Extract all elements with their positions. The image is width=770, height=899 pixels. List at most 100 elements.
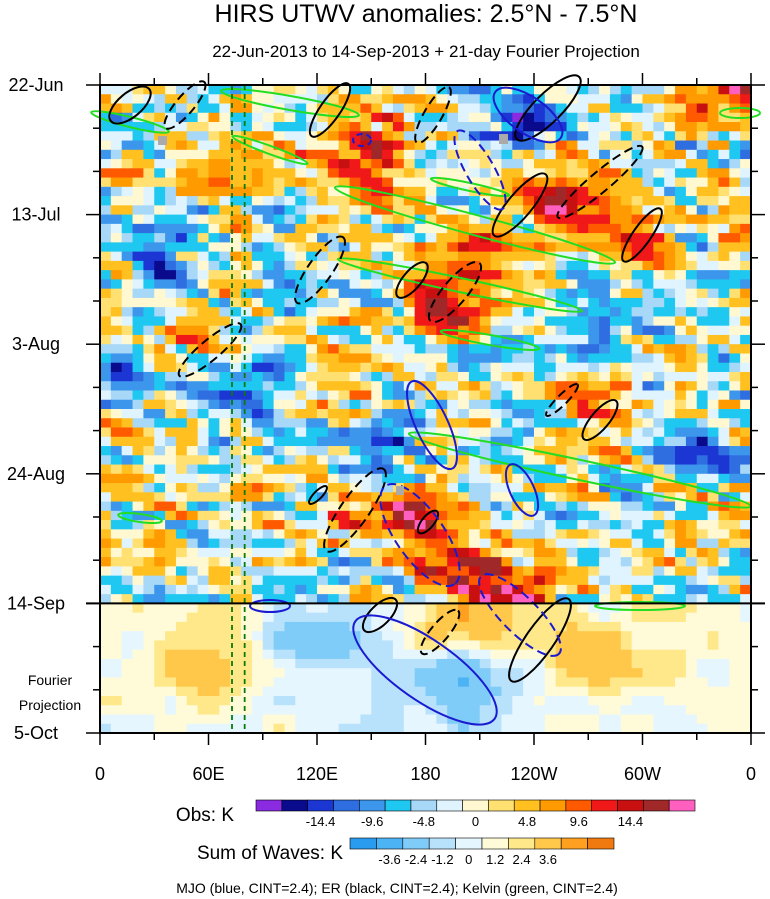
obs-cell [458, 279, 470, 290]
obs-cell [523, 547, 535, 558]
obs-cell [284, 594, 296, 604]
projection-cell [327, 603, 340, 614]
obs-cell [392, 288, 405, 299]
obs-cell [143, 168, 155, 179]
obs-cell [165, 501, 177, 512]
obs-cell [490, 529, 503, 540]
obs-cell [566, 436, 578, 447]
projection-cell [620, 649, 633, 660]
obs-cell [729, 288, 741, 299]
projection-cell [501, 686, 513, 697]
obs-cell [685, 381, 698, 392]
obs-cell [251, 334, 264, 345]
obs-cell [675, 242, 687, 253]
obs-cell [175, 168, 188, 179]
obs-cell [403, 122, 416, 132]
obs-cell [490, 371, 503, 382]
projection-cell [501, 640, 513, 651]
projection-cell [729, 686, 741, 697]
projection-cell [707, 640, 720, 651]
obs-cell [349, 288, 361, 299]
obs-cell [479, 270, 492, 280]
obs-cell [241, 334, 253, 345]
obs-cell [696, 501, 709, 512]
projection-cell [577, 714, 589, 725]
projection-cell [468, 686, 481, 697]
obs-cell [436, 233, 448, 243]
obs-cell [566, 325, 578, 336]
obs-cell [436, 455, 448, 466]
projection-cell [577, 621, 589, 632]
obs-cell [620, 501, 633, 512]
obs-cell [382, 446, 394, 456]
obs-cell [577, 270, 589, 280]
obs-cell [284, 205, 296, 216]
obs-cell [230, 436, 242, 447]
obs-cell [295, 371, 307, 382]
obs-cell [436, 446, 448, 456]
obs-cell [664, 288, 676, 299]
obs-cell [479, 510, 492, 521]
er-contour [163, 80, 207, 130]
obs-cell [306, 353, 318, 364]
obs-cell [468, 362, 481, 373]
colorbar-tick-label: 0 [465, 852, 472, 867]
obs-cell [186, 390, 199, 401]
projection-cell [675, 612, 687, 623]
obs-cell [165, 390, 177, 401]
obs-cell [186, 334, 199, 345]
projection-cell [121, 695, 134, 706]
obs-cell [284, 334, 296, 345]
obs-cell [555, 529, 568, 540]
obs-cell [544, 223, 557, 234]
obs-cell [349, 344, 361, 355]
obs-cell [295, 103, 307, 114]
projection-cell [208, 695, 220, 706]
obs-cell [425, 371, 437, 382]
projection-cell [208, 631, 220, 642]
obs-cell [371, 473, 383, 484]
obs-cell [696, 334, 709, 345]
obs-cell [251, 418, 264, 429]
obs-cell [382, 529, 394, 540]
obs-cell [165, 371, 177, 382]
obs-cell [284, 279, 296, 290]
mjo-contour [478, 573, 562, 657]
obs-cell [382, 547, 394, 558]
obs-cell [631, 186, 644, 197]
obs-cell [555, 371, 568, 382]
projection-cell [729, 631, 741, 642]
projection-cell [208, 705, 220, 716]
obs-cell [197, 547, 210, 558]
colorbar-tick-label: -1.2 [431, 852, 453, 867]
obs-cell [534, 483, 546, 493]
obs-cell [317, 520, 329, 530]
obs-cell [414, 594, 427, 604]
obs-cell [740, 381, 752, 392]
obs-cell [664, 186, 676, 197]
obs-cell [512, 307, 524, 318]
obs-cell [143, 122, 155, 132]
obs-cell [675, 140, 687, 151]
obs-cell [284, 159, 296, 169]
obs-cell [208, 538, 220, 549]
obs-cell [100, 307, 112, 318]
projection-cell [197, 658, 210, 669]
projection-cell [696, 621, 709, 632]
obs-cell [631, 279, 644, 290]
obs-cell [251, 538, 264, 549]
projection-cell [664, 677, 676, 688]
obs-cell [197, 168, 210, 179]
obs-cell [251, 547, 264, 558]
projection-cell [371, 612, 383, 623]
projection-cell [588, 695, 600, 706]
obs-cell [403, 177, 416, 188]
obs-cell [338, 159, 351, 169]
obs-cell [110, 168, 123, 179]
obs-cell [360, 85, 372, 95]
projection-cell [100, 612, 112, 623]
projection-cell [197, 640, 210, 651]
obs-cell [121, 557, 134, 567]
obs-cell [468, 557, 481, 567]
obs-cell [186, 260, 199, 271]
